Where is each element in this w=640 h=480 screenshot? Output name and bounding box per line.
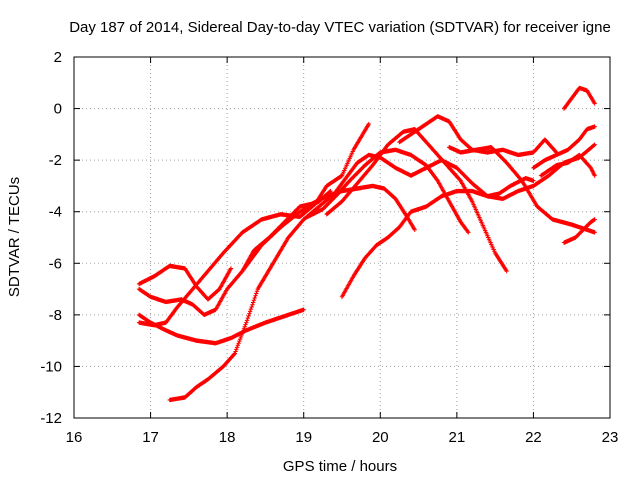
s8-point bbox=[466, 230, 471, 235]
s5-point bbox=[237, 338, 242, 344]
s5-point bbox=[236, 341, 241, 346]
x-tick-label-19: 19 bbox=[295, 429, 312, 446]
s9-point bbox=[504, 268, 509, 274]
s5-point bbox=[240, 330, 245, 336]
s5-point bbox=[248, 306, 254, 312]
s5-point bbox=[234, 347, 239, 352]
s5-point bbox=[247, 309, 253, 314]
s5-point bbox=[249, 304, 254, 310]
s5-point bbox=[243, 322, 248, 327]
s12-point bbox=[592, 173, 597, 178]
x-axis-label: GPS time / hours bbox=[283, 458, 397, 475]
s1-point bbox=[228, 266, 234, 271]
s5-point bbox=[234, 345, 240, 350]
y-tick-label-neg10: -10 bbox=[40, 358, 62, 375]
y-tick-label-neg8: -8 bbox=[49, 307, 62, 324]
chart-title: Day 187 of 2014, Sidereal Day-to-day VTE… bbox=[69, 19, 611, 36]
s3-point bbox=[301, 307, 306, 312]
s5-point bbox=[254, 289, 260, 294]
x-tick-label-21: 21 bbox=[449, 429, 466, 446]
x-tick-label-17: 17 bbox=[142, 429, 159, 446]
s5-point bbox=[247, 311, 252, 316]
y-tick-label-neg12: -12 bbox=[40, 410, 62, 427]
s5-point bbox=[245, 315, 251, 321]
y-tick-label-neg4: -4 bbox=[49, 204, 62, 221]
y-tick-label-neg6: -6 bbox=[49, 255, 62, 272]
s5-point bbox=[254, 291, 259, 296]
s5-point bbox=[235, 343, 241, 348]
s5-point bbox=[233, 349, 238, 354]
s13-point bbox=[592, 124, 597, 129]
s5-point bbox=[250, 302, 255, 307]
s5-point bbox=[241, 326, 247, 331]
axis-ticks bbox=[73, 56, 611, 419]
x-tick-label-20: 20 bbox=[372, 429, 389, 446]
x-tick-label-22: 22 bbox=[525, 429, 542, 446]
s5-point bbox=[252, 295, 257, 301]
s5-point bbox=[251, 298, 257, 303]
s7-point bbox=[592, 142, 597, 147]
y-tick-label-0: 0 bbox=[54, 101, 62, 118]
s2-point bbox=[328, 188, 333, 194]
s6-point bbox=[412, 227, 417, 232]
s5-point bbox=[242, 324, 247, 329]
s5-point bbox=[250, 300, 256, 305]
s5-point bbox=[241, 328, 246, 334]
y-tick-label-2: 2 bbox=[54, 49, 62, 66]
s5-point bbox=[531, 178, 536, 183]
series-layer bbox=[136, 85, 597, 403]
s14-point bbox=[592, 217, 597, 222]
s10-point bbox=[553, 149, 558, 154]
s5-point bbox=[238, 334, 244, 340]
s5-point bbox=[246, 313, 251, 319]
s5-point bbox=[237, 336, 243, 342]
s5-point bbox=[231, 352, 237, 357]
x-tick-label-16: 16 bbox=[66, 429, 83, 446]
s7-point bbox=[591, 143, 597, 148]
s11-point bbox=[592, 230, 597, 235]
s15-point bbox=[592, 101, 597, 106]
grid-lines bbox=[74, 57, 610, 418]
s4-point bbox=[366, 121, 371, 127]
s4-point bbox=[339, 173, 344, 179]
plot-frame bbox=[73, 56, 611, 419]
s5-point bbox=[239, 332, 244, 338]
x-tick-label-18: 18 bbox=[219, 429, 236, 446]
x-tick-label-23: 23 bbox=[602, 429, 619, 446]
s5-point bbox=[253, 293, 258, 298]
y-axis-label: SDTVAR / TECUs bbox=[6, 177, 23, 297]
y-tick-label-neg2: -2 bbox=[49, 152, 62, 169]
s5-point bbox=[244, 320, 249, 325]
s5-point bbox=[232, 351, 237, 356]
s5-point bbox=[244, 318, 250, 323]
